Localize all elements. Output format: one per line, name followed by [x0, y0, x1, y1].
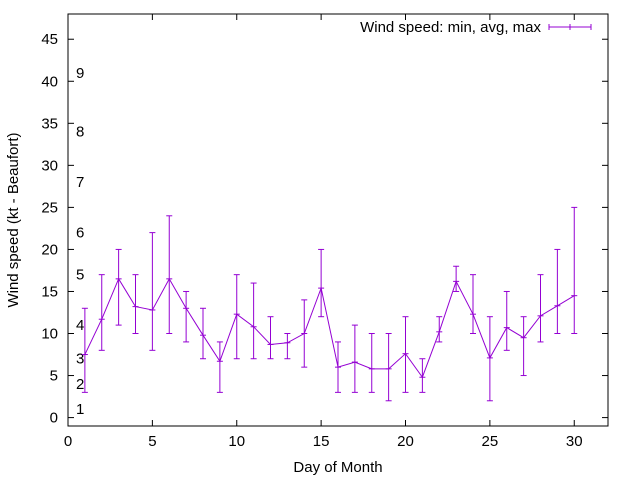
y-tick-label-35: 35	[41, 115, 58, 132]
x-axis-label: Day of Month	[293, 459, 382, 476]
error-bar-day-11	[250, 282, 257, 360]
error-bar-day-17	[351, 324, 358, 393]
beaufort-label-6: 6	[76, 225, 84, 242]
error-bar-day-10	[233, 274, 240, 360]
error-bar-day-28	[537, 274, 544, 343]
error-bar-day-26	[503, 290, 510, 351]
y-tick-label-5: 5	[50, 368, 58, 385]
beaufort-scale: 1 2 3 4 5 6 7 8 9	[76, 65, 84, 418]
x-tick-label-15: 15	[313, 433, 330, 450]
x-tick-label-30: 30	[566, 433, 583, 450]
beaufort-label-7: 7	[76, 174, 84, 191]
error-bar-day-12	[267, 316, 274, 360]
y-tick-label-25: 25	[41, 199, 58, 216]
error-bar-day-18	[368, 333, 375, 393]
beaufort-label-8: 8	[76, 124, 84, 141]
error-bar-day-24	[470, 274, 476, 335]
error-bar-day-29	[554, 248, 561, 335]
beaufort-label-9: 9	[76, 65, 84, 82]
error-bar-day-3	[115, 248, 122, 326]
error-bar-day-14	[301, 299, 308, 368]
y-tick-label-0: 0	[50, 410, 58, 427]
y-tick-label-15: 15	[41, 283, 58, 300]
error-bar-day-1	[81, 307, 88, 393]
legend-entry-label: Wind speed: min, avg, max	[360, 19, 541, 36]
error-bar-day-30	[571, 206, 578, 335]
y-tick-label-10: 10	[41, 326, 58, 343]
error-bar-day-5	[149, 232, 156, 351]
error-bar-day-19	[385, 333, 392, 402]
legend: Wind speed: min, avg, max	[360, 19, 592, 36]
x-tick-label-5: 5	[148, 433, 156, 450]
error-bar-day-16	[335, 341, 341, 393]
series-line-0	[84, 277, 575, 379]
error-bar-day-7	[183, 290, 190, 343]
legend-entry-sample	[548, 24, 592, 30]
error-bar-day-21	[419, 358, 426, 393]
error-bar-day-8	[200, 307, 206, 360]
beaufort-label-1: 1	[76, 401, 84, 418]
error-bar-day-23	[453, 265, 460, 292]
y-tick-label-40: 40	[41, 73, 58, 90]
error-bar-day-9	[216, 341, 223, 393]
error-bar-day-6	[166, 215, 173, 335]
error-bar-day-15	[318, 248, 325, 318]
error-bar-day-13	[284, 333, 291, 360]
x-tick-label-10: 10	[228, 433, 245, 450]
beaufort-label-5: 5	[76, 267, 84, 284]
y-tick-label-20: 20	[41, 241, 58, 258]
plot-frame	[67, 13, 609, 427]
error-bar-day-20	[402, 316, 409, 393]
x-tick-label-0: 0	[64, 433, 72, 450]
error-bar-day-22	[436, 316, 443, 343]
beaufort-label-2: 2	[76, 376, 84, 393]
x-tick-label-25: 25	[482, 433, 499, 450]
series-layer	[81, 206, 578, 402]
error-bar-day-27	[520, 316, 527, 377]
error-bar-day-2	[98, 274, 105, 351]
error-bar-day-4	[132, 274, 139, 335]
beaufort-label-3: 3	[76, 351, 84, 368]
beaufort-label-4: 4	[76, 317, 84, 334]
y-tick-label-30: 30	[41, 157, 58, 174]
error-bar-day-25	[486, 316, 493, 402]
y-axis-label: Wind speed (kt - Beaufort)	[5, 132, 22, 307]
y-tick-label-45: 45	[41, 31, 58, 48]
x-tick-label-20: 20	[397, 433, 414, 450]
